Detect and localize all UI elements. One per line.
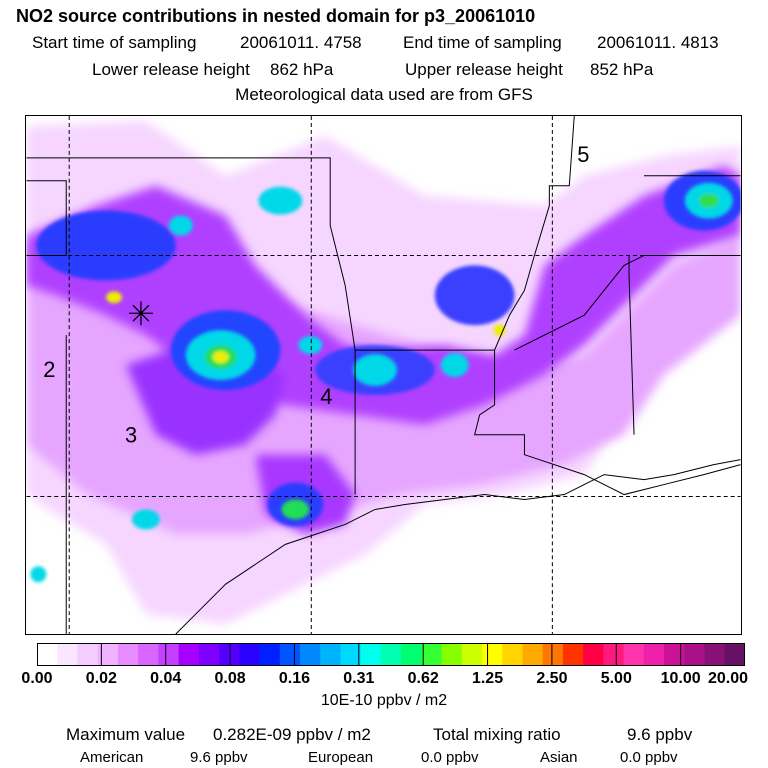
- total-mixing-value: 9.6 ppbv: [627, 725, 693, 744]
- colorbar-cell: [643, 643, 665, 666]
- concentration-map: 2 3 4 5: [25, 115, 742, 635]
- european-value: 0.0 ppbv: [421, 749, 479, 766]
- colorbar-cell: [97, 643, 119, 666]
- start-time-label: Start time of sampling: [32, 33, 197, 52]
- colorbar-cell: [117, 643, 139, 666]
- colorbar-cell: [461, 643, 483, 666]
- region-label-5: 5: [577, 142, 589, 167]
- colorbar-cell: [219, 643, 240, 666]
- european-label: European: [308, 749, 374, 766]
- colorbar-cell: [360, 643, 382, 666]
- colorbar-cell: [502, 643, 523, 666]
- max-value: 0.282E-09 ppbv / m2: [213, 725, 371, 744]
- colorbar-tick-label: 1.25: [471, 670, 504, 687]
- colorbar-cell: [138, 643, 159, 666]
- colorbar-cell: [259, 643, 281, 666]
- colorbar-cell: [623, 643, 645, 666]
- colorbar-cell: [380, 643, 402, 666]
- colorbar-cell: [704, 643, 726, 666]
- total-mixing-label: Total mixing ratio: [433, 725, 561, 744]
- colorbar-cell: [421, 643, 443, 666]
- source-marker-icon: [128, 301, 153, 326]
- end-time-value: 20061011. 4813: [597, 33, 719, 52]
- asian-label: Asian: [540, 749, 578, 766]
- colorbar-cell: [299, 643, 321, 666]
- colorbar-cell: [583, 643, 604, 666]
- met-note: Meteorological data used are from GFS: [235, 85, 533, 104]
- colorbar-tick-label: 0.02: [85, 670, 117, 687]
- colorbar-cell: [37, 643, 58, 666]
- american-label: American: [80, 749, 144, 766]
- region-label-4: 4: [320, 384, 332, 409]
- region-label-2: 2: [43, 357, 55, 382]
- colorbar-tick-label: 2.50: [536, 670, 568, 687]
- colorbar-tick-label: 0.08: [214, 670, 246, 687]
- colorbar-cell: [239, 643, 261, 666]
- colorbar-cell: [178, 643, 200, 666]
- end-time-label: End time of sampling: [403, 33, 562, 52]
- colorbar-cell: [482, 643, 503, 666]
- colorbar-cell: [562, 643, 584, 666]
- colorbar-cell: [198, 643, 220, 666]
- american-value: 9.6 ppbv: [190, 749, 248, 766]
- coastline: [175, 459, 741, 634]
- colorbar-cell: [340, 643, 362, 666]
- colorbar-tick-label: 0.31: [343, 670, 375, 687]
- upper-release-label: Upper release height: [405, 60, 563, 79]
- colorbar-cell: [684, 643, 706, 666]
- max-value-label: Maximum value: [66, 725, 186, 744]
- region-label-3: 3: [125, 423, 137, 448]
- colorbar-cell: [401, 643, 422, 666]
- colorbar-tick-label: 0.62: [407, 670, 439, 687]
- colorbar-cell: [57, 643, 78, 666]
- state-boundaries: [26, 116, 741, 634]
- colorbar-tick-label: 0.16: [278, 670, 311, 687]
- lower-release-label: Lower release height: [92, 60, 250, 79]
- start-time-value: 20061011. 4758: [240, 33, 362, 52]
- colorbar-tick-label: 5.00: [600, 670, 632, 687]
- colorbar-cell: [522, 643, 544, 666]
- asian-value: 0.0 ppbv: [620, 749, 678, 766]
- colorbar-cell: [320, 643, 341, 666]
- colorbar-tick-label: 20.00: [707, 670, 749, 687]
- colorbar-cell: [279, 643, 301, 666]
- colorbar-cell: [542, 643, 564, 666]
- colorbar-cell: [664, 643, 685, 666]
- colorbar-cell: [441, 643, 463, 666]
- colorbar-units: 10E-10 ppbv / m2: [320, 692, 448, 709]
- colorbar-cell: [603, 643, 625, 666]
- colorbar-tick-label: 10.00: [660, 670, 701, 687]
- colorbar-tick-label: 0.04: [150, 670, 182, 687]
- upper-release-value: 852 hPa: [590, 60, 654, 79]
- grid-lines: [26, 116, 741, 634]
- colorbar-cell: [158, 643, 180, 666]
- lower-release-value: 862 hPa: [270, 60, 334, 79]
- page-title: NO2 source contributions in nested domai…: [16, 6, 536, 26]
- colorbar-cell: [724, 643, 745, 666]
- hotspots: [30, 182, 733, 583]
- colorbar: [37, 643, 745, 666]
- colorbar-cell: [77, 643, 99, 666]
- colorbar-tick-label: 0.00: [21, 670, 53, 687]
